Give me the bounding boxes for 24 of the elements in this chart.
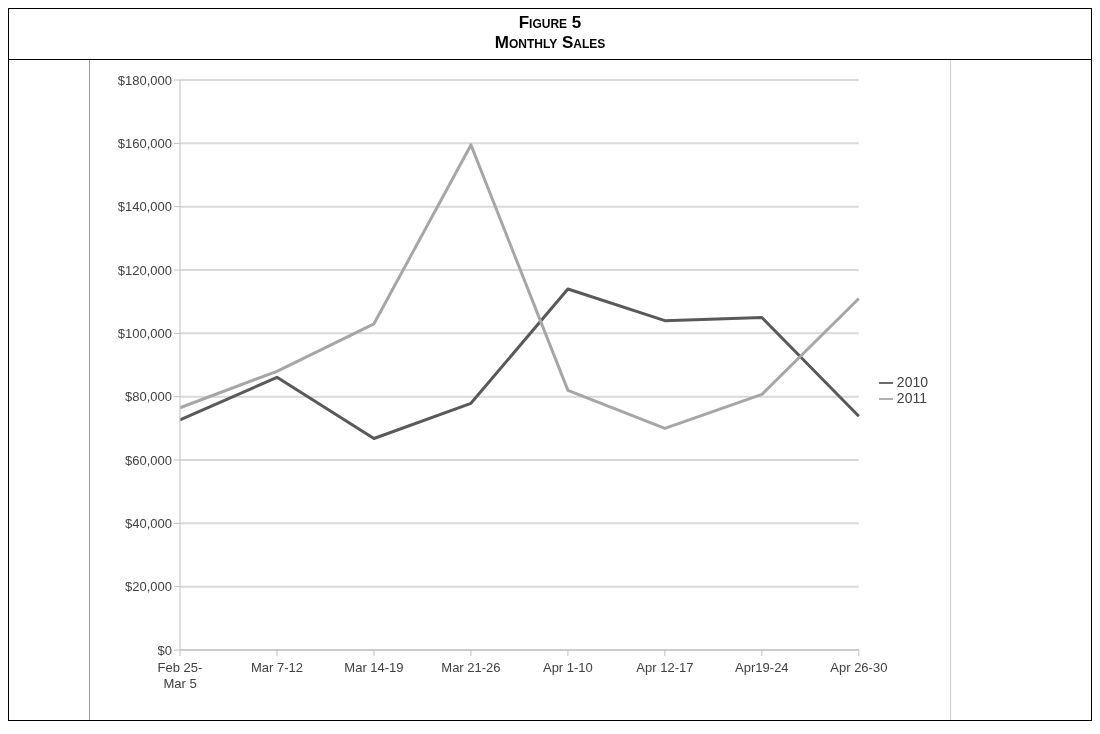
x-tick-label: Apr 1-10 [542,660,593,675]
x-tick-label: Apr19-24 [735,660,789,675]
y-tick-label: $180,000 [117,72,172,88]
legend-label: 2011 [896,390,927,406]
chart-subtitle: Monthly Sales [493,33,607,53]
y-tick-label: $120,000 [117,262,172,278]
legend-label: 2010 [896,373,928,390]
y-tick-label: $80,000 [125,389,172,405]
y-tick-label: $140,000 [117,199,172,215]
y-tick-label: $0 [157,642,172,658]
x-tick-label: Apr 12-17 [636,660,694,675]
line-series [178,143,861,430]
x-tick-label: Feb 25-Mar 5 [157,660,203,691]
x-tick-label: Mar 14-19 [344,660,404,675]
line-series [178,287,861,440]
x-tick-label: Mar 21-26 [441,660,501,675]
x-tick-label: Apr 26-30 [830,660,888,675]
y-tick-label: $100,000 [117,325,172,341]
y-tick-label: $20,000 [125,579,172,595]
x-tick-label: Mar 7-12 [250,660,303,675]
y-tick-label: $60,000 [125,452,172,468]
y-tick-label: $40,000 [125,515,172,531]
chart-title: Figure 5 [517,13,583,33]
y-tick-label: $160,000 [117,135,172,151]
